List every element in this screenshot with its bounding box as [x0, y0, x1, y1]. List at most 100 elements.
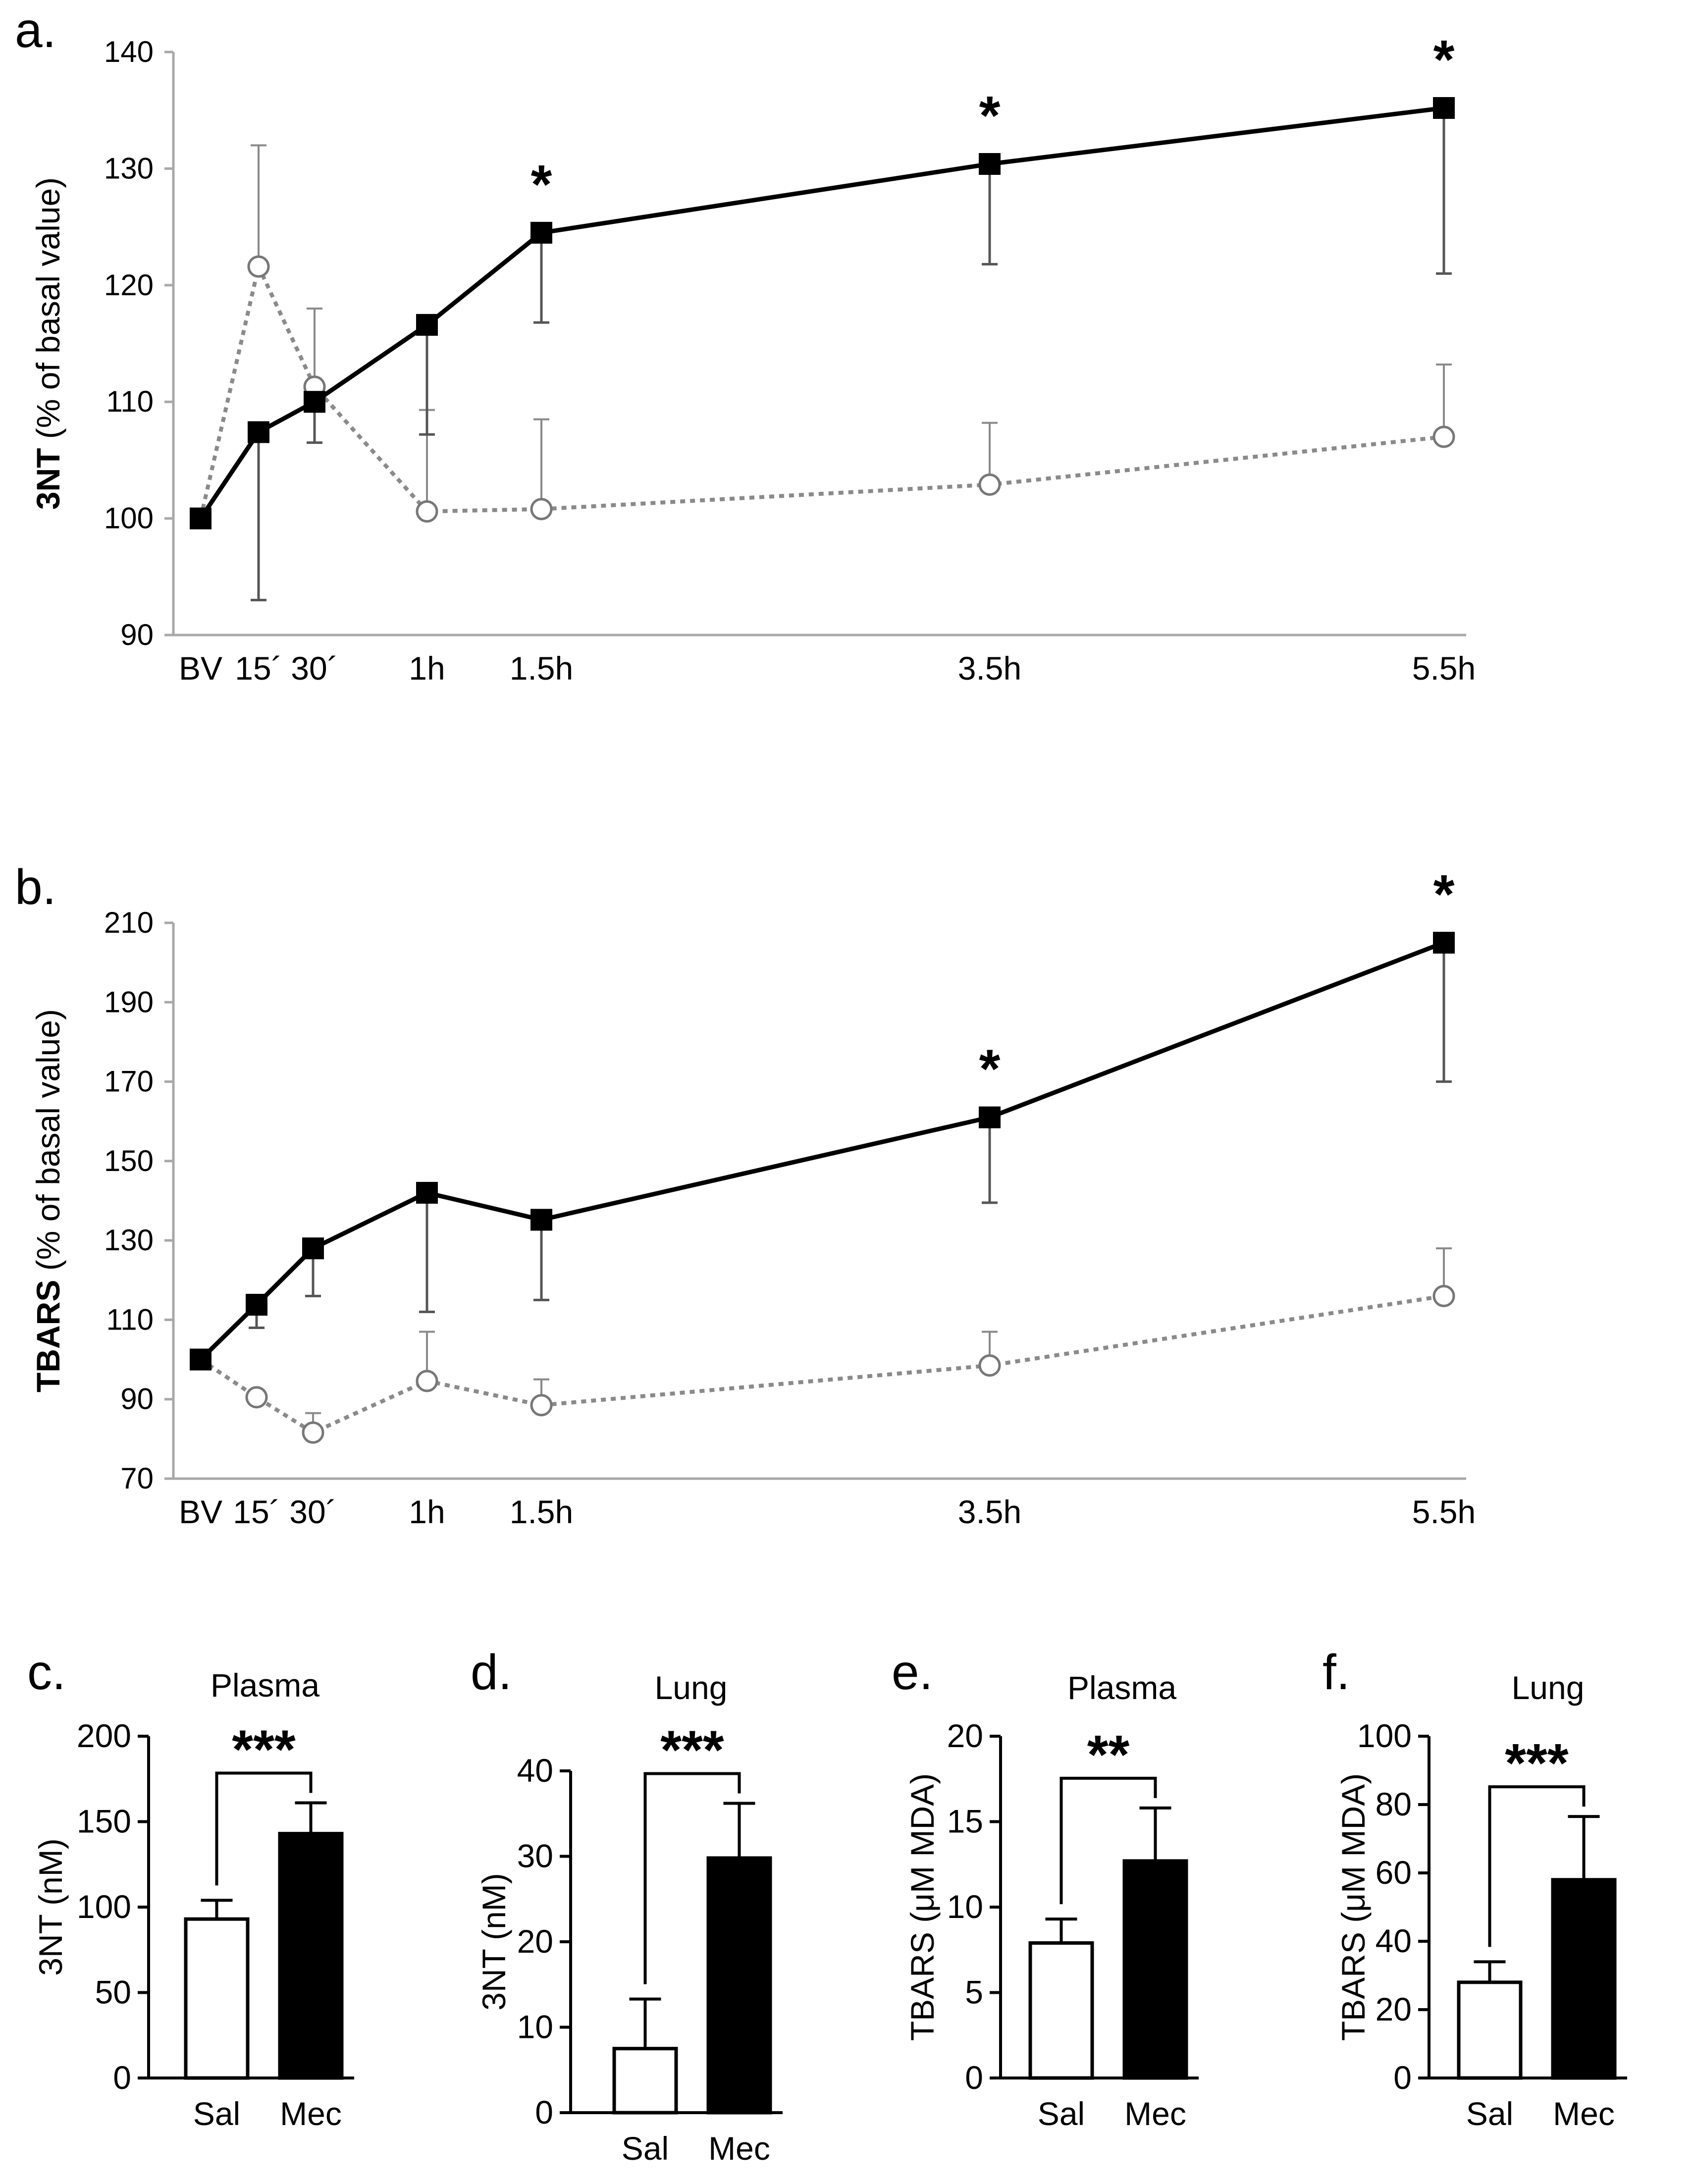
- x-tick-label: BV: [179, 650, 222, 687]
- y-axis-label: 3NT (nM): [476, 1873, 512, 2010]
- data-point-mec: [246, 1293, 267, 1316]
- panel-label: d.: [471, 1645, 512, 1700]
- x-tick-label: 5.5h: [1412, 1493, 1476, 1530]
- bar-chart-panel-d: d. Lung 0 10 20 30 40 3NT (nM) Sal Mec ***: [471, 1645, 783, 2167]
- significance-stars: ***: [660, 1720, 724, 1781]
- y-tick-label: 120: [104, 268, 154, 302]
- line-chart-panel-a: a. 90 100 110 120 130 140 BV 15´ 30´ 1h 1.5h 3.5h 5.5…: [15, 2, 1476, 687]
- x-tick-label: 1.5h: [510, 650, 573, 687]
- significance-stars: ***: [232, 1719, 296, 1780]
- y-tick-label: 110: [106, 385, 154, 418]
- bar-mec: [278, 1832, 344, 2080]
- y-tick-label: 170: [104, 1065, 154, 1098]
- y-tick-label: 90: [120, 618, 154, 651]
- data-point-mec: [302, 1237, 324, 1260]
- panel-label: f.: [1323, 1645, 1350, 1700]
- data-point-mec: [979, 1106, 1001, 1128]
- data-point-mec: [190, 1348, 212, 1371]
- significance-bracket: [1059, 1776, 1157, 1905]
- x-tick-label: 1.5h: [510, 1493, 573, 1530]
- y-tick-label: 100: [77, 1888, 131, 1925]
- x-tick-label: Sal: [1038, 2095, 1085, 2132]
- bar-mec: [706, 1856, 772, 2115]
- x-tick-label: 1h: [409, 1493, 445, 1530]
- y-axis-label: TBARS (% of basal value): [30, 1009, 66, 1392]
- data-point-mec: [416, 1181, 438, 1204]
- data-point-sal: [1432, 1284, 1455, 1307]
- bar-mec: [1551, 1878, 1617, 2080]
- data-point-mec: [304, 391, 325, 413]
- y-tick-label: 70: [120, 1462, 154, 1495]
- significance-star: *: [1433, 29, 1455, 90]
- series-line-sal: [199, 260, 1444, 519]
- significance-stars: **: [1087, 1724, 1130, 1785]
- y-tick-label: 130: [104, 152, 154, 185]
- y-tick-label: 40: [517, 1752, 553, 1789]
- y-tick-label: 210: [104, 906, 154, 939]
- data-point-sal: [247, 255, 270, 278]
- y-tick-label: 80: [1376, 1786, 1412, 1822]
- data-point-mec: [530, 1209, 552, 1231]
- data-point-mec: [190, 507, 212, 530]
- y-tick-label: 0: [1393, 2059, 1412, 2096]
- data-point-sal: [978, 473, 1001, 496]
- y-tick-label: 100: [1357, 1717, 1412, 1754]
- significance-star: *: [1433, 864, 1455, 925]
- panel-title: Plasma: [211, 1667, 319, 1704]
- y-tick-label: 0: [113, 2059, 131, 2096]
- significance-stars: ***: [1505, 1733, 1569, 1794]
- y-tick-label: 50: [95, 1974, 131, 2011]
- y-tick-label: 0: [535, 2094, 553, 2131]
- y-tick-label: 15: [947, 1803, 983, 1840]
- bar-chart-panel-c: c. Plasma 0 50 100 150 200 3NT (nM) Sal Mec ***: [27, 1645, 354, 2132]
- y-tick-label: 100: [104, 502, 154, 535]
- x-tick-label: Sal: [1466, 2095, 1513, 2132]
- bar-sal: [612, 2047, 678, 2115]
- x-tick-label: Mec: [1124, 2095, 1186, 2132]
- data-point-sal: [302, 1421, 324, 1444]
- significance-bracket: [643, 1772, 741, 1984]
- x-tick-label: 5.5h: [1412, 650, 1476, 687]
- x-tick-label: 30´: [289, 1493, 336, 1530]
- x-tick-label: Sal: [622, 2130, 669, 2167]
- panel-title: Lung: [655, 1669, 728, 1706]
- x-tick-label: 30´: [291, 650, 338, 687]
- significance-bracket: [1488, 1785, 1586, 1947]
- y-tick-label: 60: [1376, 1854, 1412, 1891]
- data-point-mec: [248, 421, 269, 443]
- x-tick-label: Sal: [193, 2095, 240, 2132]
- y-tick-label: 5: [965, 1974, 983, 2011]
- x-tick-label: Mec: [280, 2095, 342, 2132]
- data-point-mec: [979, 153, 1001, 175]
- y-axis-label-bold: TBARS: [30, 1280, 66, 1392]
- panel-title: Plasma: [1067, 1669, 1176, 1706]
- bar-chart-panel-f: f. Lung 0 20 40 60 80 100 TBARS (μM MDA) Sal Mec **…: [1323, 1645, 1627, 2132]
- x-tick-label: 3.5h: [958, 650, 1021, 687]
- data-point-mec: [416, 314, 438, 336]
- y-tick-label: 150: [77, 1803, 131, 1840]
- panel-label: b.: [15, 859, 56, 915]
- series-line-sal: [199, 1294, 1444, 1435]
- data-point-sal: [245, 1386, 268, 1409]
- y-tick-label: 190: [104, 985, 154, 1018]
- y-axis-label-rest: (% of basal value): [30, 1009, 66, 1280]
- y-axis-label: 3NT (nM): [32, 1838, 69, 1975]
- panel-label: e.: [892, 1645, 933, 1700]
- y-tick-label: 40: [1376, 1922, 1412, 1959]
- y-tick-label: 110: [106, 1303, 154, 1336]
- series-line-mec: [199, 940, 1445, 1361]
- y-axis-label-rest: (% of basal value): [30, 177, 66, 448]
- y-axis-label: 3NT (% of basal value): [30, 177, 66, 510]
- bar-sal: [1028, 1941, 1094, 2080]
- significance-star: *: [979, 85, 1001, 146]
- y-tick-label: 0: [965, 2059, 983, 2096]
- bar-mec: [1122, 1859, 1188, 2080]
- y-axis-label-bold: 3NT: [30, 448, 66, 510]
- y-tick-label: 20: [517, 1923, 553, 1960]
- y-tick-label: 130: [104, 1224, 154, 1257]
- data-point-mec: [530, 221, 552, 244]
- line-chart-panel-b: b. 70 90 110 130 150 170 190 210 BV 15´ 30´ 1h 1.5h 3.…: [15, 859, 1476, 1530]
- data-point-sal: [530, 1394, 553, 1417]
